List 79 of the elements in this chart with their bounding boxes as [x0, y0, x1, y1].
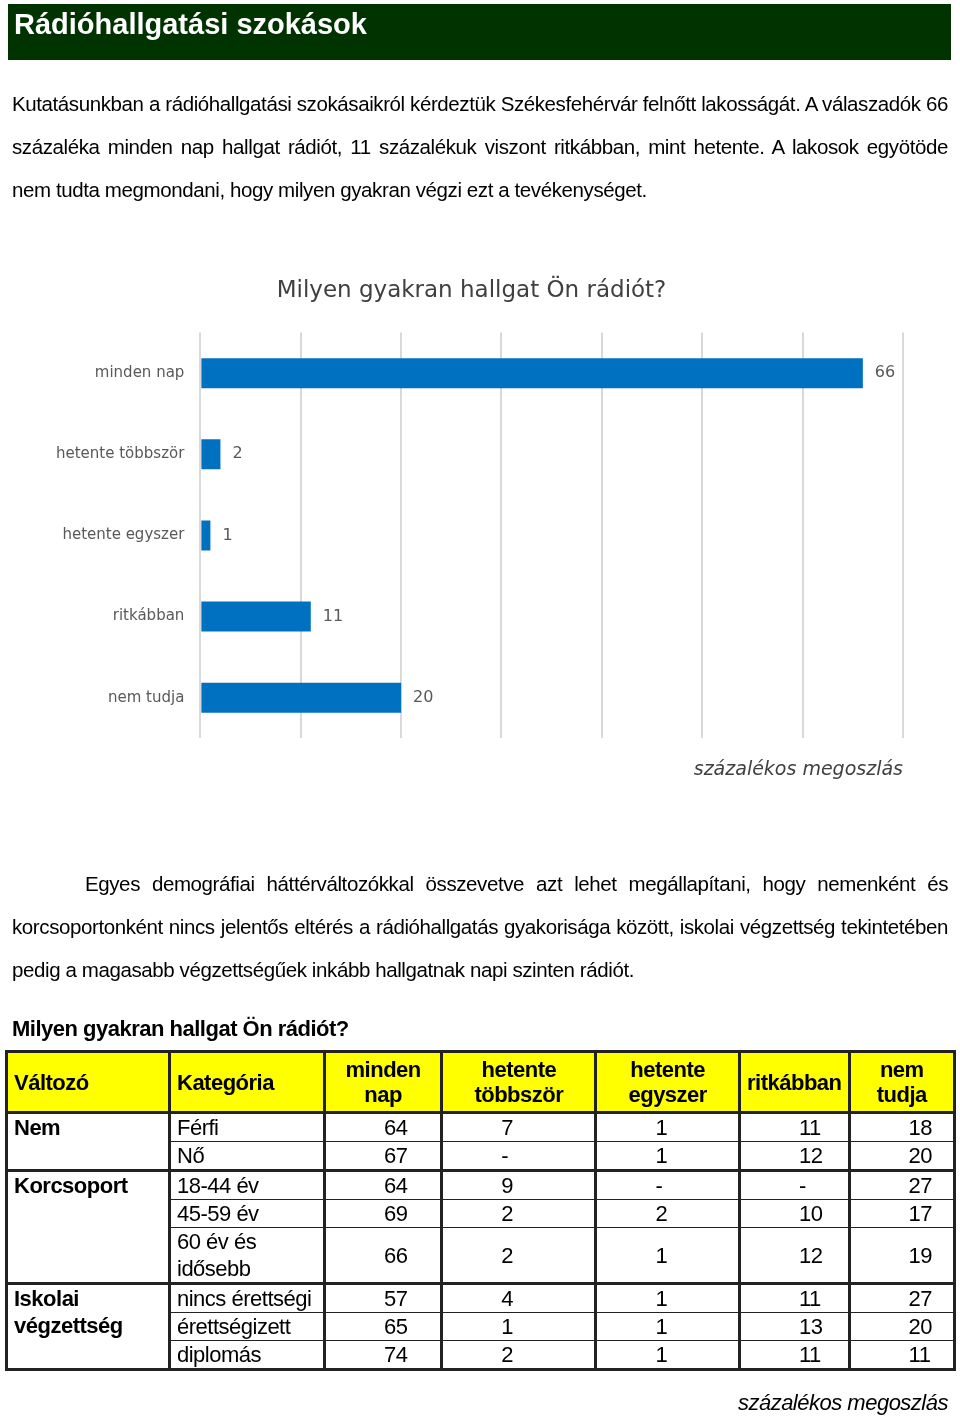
data-label: 20: [849, 1141, 955, 1171]
data-label: 57: [324, 1283, 442, 1313]
x-tick-label: hetente többször: [441, 1051, 596, 1113]
data-label: 20: [413, 686, 434, 706]
data-label: 1: [595, 1227, 740, 1284]
data-label: 7: [441, 1112, 596, 1142]
data-label: 11: [849, 1340, 955, 1370]
data-label: 1: [441, 1312, 596, 1341]
data-label: 1: [595, 1312, 740, 1341]
text: -: [655, 1173, 663, 1198]
y-tick-label: 45-59 év: [169, 1199, 325, 1228]
x-axis-title: százalékos megoszlás: [693, 756, 904, 779]
data-label: 12: [739, 1227, 850, 1284]
data-label: 65: [324, 1312, 442, 1341]
data-label: 4: [441, 1283, 596, 1313]
y-axis-title: Kategória: [169, 1051, 325, 1113]
y-tick-label: nincs érettségi: [169, 1283, 325, 1313]
data-label: 74: [324, 1340, 442, 1370]
y2-tick-label: Nem: [6, 1112, 170, 1171]
data-label: 1: [595, 1283, 740, 1313]
data-label: 13: [739, 1312, 850, 1341]
chart-title: Milyen gyakran hallgat Ön rádiót?: [276, 274, 667, 302]
data-label: 27: [849, 1170, 955, 1200]
data-label: 1: [595, 1141, 740, 1171]
y-tick-label: érettségizett: [169, 1312, 325, 1341]
data-label: 10: [739, 1199, 850, 1228]
data-label: 64: [324, 1170, 442, 1200]
bar: [201, 520, 211, 551]
y-tick-label: hetente egyszer: [62, 525, 186, 544]
data-label: 19: [849, 1227, 955, 1284]
bar: [201, 601, 311, 632]
data-label: 11: [739, 1112, 850, 1142]
data-label: 1: [595, 1340, 740, 1370]
bar: [201, 358, 863, 389]
data-label: 66: [874, 362, 896, 382]
data-label: 12: [739, 1141, 850, 1171]
y-tick-label: nem tudja: [107, 687, 185, 706]
text: -: [799, 1173, 806, 1198]
x-tick-label: hetente egyszer: [595, 1051, 740, 1113]
data-label: 2: [441, 1227, 596, 1284]
y-tick-label: diplomás: [169, 1340, 325, 1370]
y-tick-label: hetente többször: [55, 444, 186, 463]
x-tick-label: minden nap: [324, 1051, 442, 1113]
bar: [201, 682, 402, 713]
y-tick-label: Nő: [169, 1141, 325, 1171]
chart-title: Milyen gyakran hallgat Ön rádiót?: [12, 1016, 349, 1042]
chart-subtitle: Egyes demográfiai háttérváltozókkal összevetve azt lehet megállapítani, hogy nemenként és korcsoportonként nincs jelentős eltérés a rádióhallgatás gyakorisága között, iskolai végzettség tekintetében pedig a magasabb végzettségűek inkább hallgatnak napi szinten rádiót.: [12, 871, 948, 983]
data-label: 2: [441, 1199, 596, 1228]
text: -: [501, 1143, 509, 1168]
data-label: 9: [441, 1170, 596, 1200]
y2-tick-label: Korcsoport: [6, 1170, 170, 1284]
y2-tick-label: Iskolai végzettség: [6, 1283, 170, 1370]
x-tick-label: nem tudja: [849, 1051, 955, 1113]
data-label: 1: [222, 524, 233, 544]
y-tick-label: 18-44 év: [169, 1170, 325, 1200]
data-label: 69: [324, 1199, 442, 1228]
y-tick-label: ritkábban: [112, 606, 185, 625]
bar: [201, 439, 221, 470]
y2-axis-title: Változó: [6, 1051, 170, 1113]
data-label: 27: [849, 1283, 955, 1313]
data-label: 17: [849, 1199, 955, 1228]
data-label: 67: [324, 1141, 442, 1171]
data-label: 2: [441, 1340, 596, 1370]
data-label: 18: [849, 1112, 955, 1142]
y-tick-label: minden nap: [94, 363, 185, 382]
text: Kutatásunkban a rádióhallgatási szokásaikról kérdeztük Székesfehérvár felnőtt lakosságát. A válaszadók 66 százaléka minden nap hallgat rádiót, 11 százalékuk viszont ritkábban, mint hetente. A lakosok egyötöde nem tudta megmondani, hogy milyen gyakran végzi ezt a tevékenységet.: [12, 91, 948, 203]
text: százalékos megoszlás: [737, 1390, 948, 1416]
data-label: 11: [739, 1340, 850, 1370]
data-label: 66: [324, 1227, 442, 1284]
text: Rádióhallgatási szokások: [8, 4, 951, 60]
data-label: 11: [322, 605, 344, 625]
data-label: 2: [232, 443, 243, 463]
x-tick-label: ritkábban: [739, 1051, 850, 1113]
y-tick-label: Férfi: [169, 1112, 325, 1142]
data-label: 2: [595, 1199, 740, 1228]
data-label: 20: [849, 1312, 955, 1341]
data-label: 11: [739, 1283, 850, 1313]
data-label: 64: [324, 1112, 442, 1142]
data-label: 1: [595, 1112, 740, 1142]
